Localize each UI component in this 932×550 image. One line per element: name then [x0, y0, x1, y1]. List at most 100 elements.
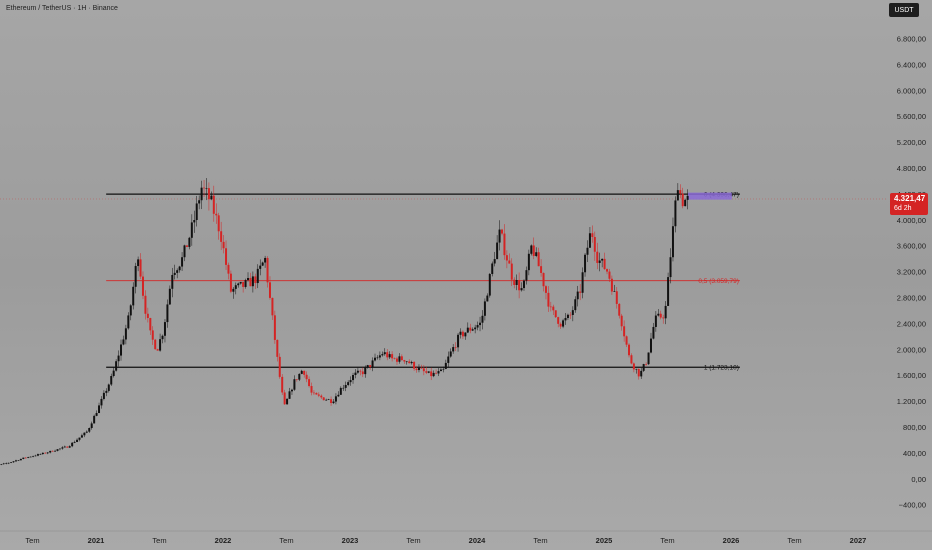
candle-body [266, 257, 269, 283]
candle-body [356, 370, 359, 373]
candle-body [498, 229, 501, 243]
candle-body [576, 291, 579, 300]
candle-body [83, 432, 86, 436]
candle-body [290, 389, 293, 392]
candle-body [134, 266, 137, 287]
candle-body [664, 305, 667, 319]
candle-body [620, 315, 623, 327]
candle-body [681, 193, 684, 207]
candle-body [496, 242, 499, 260]
candle-body [395, 358, 398, 362]
y-tick-label: 1.600,00 [897, 371, 926, 380]
candle-body [305, 374, 308, 380]
candle-body [146, 313, 149, 318]
candle-body [237, 283, 240, 286]
candle-body [200, 187, 203, 201]
candle-body [391, 354, 394, 359]
candle-body [652, 326, 655, 339]
candle-body [537, 252, 540, 267]
candle-body [618, 303, 621, 316]
candle-body [254, 276, 257, 284]
candle-body [374, 357, 377, 361]
candle-body [293, 379, 296, 390]
currency-button[interactable]: USDT [889, 3, 919, 17]
candle-body [623, 326, 626, 337]
candle-body [144, 295, 147, 314]
candle-body [447, 356, 450, 363]
candle-body [98, 405, 101, 414]
candle-body [525, 270, 528, 281]
candle-body [129, 305, 132, 316]
candle-body [122, 339, 125, 345]
candle-body [530, 245, 533, 254]
candle-body [674, 200, 677, 227]
candle-body [452, 347, 455, 352]
candle-body [457, 334, 460, 348]
candle-body [540, 266, 543, 273]
candle-body [603, 258, 606, 270]
candle-body [24, 457, 27, 459]
candle-body [117, 355, 120, 362]
candle-body [39, 454, 42, 455]
candle-body [312, 392, 315, 394]
candle-body [95, 413, 98, 416]
candle-body [566, 314, 569, 318]
candle-body [251, 276, 254, 287]
chart-title: Ethereum / TetherUS · 1H · Binance [6, 5, 118, 12]
candle-body [286, 398, 289, 405]
candle-body [49, 450, 52, 453]
candle-body [684, 199, 687, 207]
candle-body [17, 460, 20, 461]
x-tick-label: 2026 [723, 536, 740, 545]
candle-body [481, 315, 484, 323]
candle-body [588, 233, 591, 248]
candle-body [222, 241, 225, 249]
candle-body [112, 370, 115, 377]
candle-body [369, 365, 372, 368]
candle-body [139, 259, 142, 277]
candle-body [303, 370, 306, 375]
candle-body [205, 188, 208, 189]
candle-body [608, 271, 611, 279]
candle-body [647, 352, 650, 365]
candle-body [479, 322, 482, 326]
candle-body [579, 291, 582, 293]
candle-body [264, 257, 267, 263]
time-axis: Tem 2021 Tem 2022 Tem 2023 Tem 2024 Tem 2025 Tem 20… [0, 530, 932, 545]
candles [0, 178, 689, 466]
candle-body [442, 368, 445, 370]
candle-body [0, 464, 3, 465]
candle-body [464, 332, 467, 337]
candle-body [154, 339, 157, 350]
candle-body [105, 390, 108, 393]
candle-body [166, 304, 169, 323]
y-tick-label: 4.000,00 [897, 216, 926, 225]
x-tick-label: Tem [533, 536, 547, 545]
candle-body [610, 278, 613, 292]
candle-body [476, 325, 479, 328]
candle-body [483, 301, 486, 316]
y-tick-label: 4.800,00 [897, 164, 926, 173]
candle-body [46, 452, 49, 454]
candle-body [168, 288, 171, 305]
candle-body [413, 361, 416, 369]
candle-body [361, 371, 364, 375]
candle-body [667, 277, 670, 306]
candle-body [515, 280, 518, 285]
candle-body [444, 362, 447, 369]
y-tick-label: 2.800,00 [897, 294, 926, 303]
candle-body [625, 336, 628, 345]
candle-body [163, 322, 166, 336]
candle-body [352, 374, 355, 381]
candle-body [76, 439, 79, 442]
candle-body [435, 372, 438, 374]
candle-body [493, 259, 496, 264]
candle-body [19, 458, 22, 461]
candle-body [532, 245, 535, 256]
y-tick-label: 6.800,00 [897, 35, 926, 44]
candle-body [547, 292, 550, 307]
candle-body [271, 297, 274, 316]
candle-body [5, 463, 8, 464]
candle-body [330, 399, 333, 404]
